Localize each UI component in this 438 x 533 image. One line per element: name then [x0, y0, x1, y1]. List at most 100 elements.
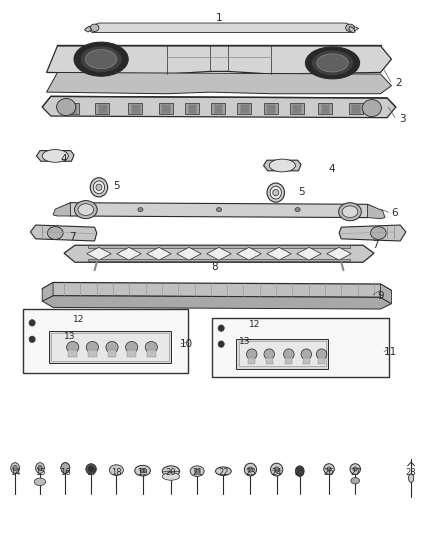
Bar — [88, 351, 97, 357]
Polygon shape — [46, 72, 392, 94]
Ellipse shape — [274, 467, 279, 472]
Ellipse shape — [371, 227, 386, 239]
Ellipse shape — [63, 465, 67, 471]
Text: 11: 11 — [384, 346, 397, 357]
Text: 1: 1 — [215, 13, 223, 23]
Text: 7: 7 — [69, 232, 76, 243]
Text: 9: 9 — [377, 290, 384, 301]
Ellipse shape — [301, 349, 311, 360]
Text: 27: 27 — [350, 468, 360, 477]
Bar — [240, 104, 249, 113]
Polygon shape — [36, 151, 74, 161]
Bar — [131, 104, 140, 113]
Ellipse shape — [86, 342, 99, 353]
Ellipse shape — [247, 349, 257, 360]
Bar — [98, 104, 107, 113]
Text: 17: 17 — [86, 468, 96, 477]
Bar — [161, 104, 170, 113]
Ellipse shape — [57, 99, 76, 116]
Bar — [349, 103, 363, 115]
Ellipse shape — [248, 467, 253, 472]
Polygon shape — [86, 23, 359, 33]
Polygon shape — [85, 26, 92, 32]
Ellipse shape — [324, 464, 334, 474]
Ellipse shape — [106, 342, 118, 353]
Ellipse shape — [90, 177, 108, 197]
Bar — [68, 351, 77, 357]
Ellipse shape — [346, 24, 354, 31]
Polygon shape — [42, 96, 396, 118]
Bar — [248, 359, 255, 364]
Ellipse shape — [126, 342, 138, 353]
Text: 25: 25 — [294, 468, 305, 477]
Ellipse shape — [327, 467, 331, 471]
Bar — [187, 104, 196, 113]
Text: 24: 24 — [272, 468, 282, 477]
Ellipse shape — [295, 207, 300, 212]
Ellipse shape — [305, 47, 360, 79]
Ellipse shape — [78, 204, 94, 215]
Bar — [51, 334, 169, 361]
Bar — [49, 332, 171, 364]
Polygon shape — [297, 247, 321, 260]
Polygon shape — [30, 225, 97, 241]
Ellipse shape — [93, 181, 105, 193]
Polygon shape — [42, 296, 392, 309]
Polygon shape — [117, 247, 141, 260]
Ellipse shape — [67, 342, 79, 353]
Polygon shape — [339, 225, 406, 241]
Ellipse shape — [362, 100, 381, 117]
Text: 28: 28 — [406, 468, 417, 477]
Bar — [266, 104, 275, 113]
Bar — [88, 245, 350, 248]
Polygon shape — [42, 282, 392, 297]
Ellipse shape — [135, 465, 150, 476]
Polygon shape — [367, 204, 385, 219]
Bar — [212, 318, 389, 376]
Bar — [303, 359, 310, 364]
Polygon shape — [237, 247, 261, 260]
Bar — [237, 103, 251, 115]
Polygon shape — [46, 46, 392, 74]
Text: 18: 18 — [111, 468, 122, 477]
Bar — [292, 104, 301, 113]
Ellipse shape — [74, 200, 97, 219]
Text: 3: 3 — [399, 114, 406, 124]
Ellipse shape — [317, 54, 348, 72]
Bar — [159, 103, 173, 115]
Bar — [318, 103, 332, 115]
Bar — [266, 359, 273, 364]
Polygon shape — [64, 245, 374, 262]
Ellipse shape — [190, 466, 204, 477]
Ellipse shape — [74, 42, 128, 76]
Text: 6: 6 — [392, 208, 398, 219]
Text: 22: 22 — [218, 468, 229, 477]
Bar — [147, 351, 155, 357]
Text: 26: 26 — [324, 468, 334, 477]
Bar — [185, 103, 199, 115]
Bar — [351, 104, 360, 113]
Bar — [88, 259, 350, 261]
Ellipse shape — [38, 465, 42, 471]
Bar — [321, 104, 329, 113]
Ellipse shape — [316, 349, 327, 360]
Text: 8: 8 — [211, 262, 218, 271]
Ellipse shape — [162, 466, 180, 477]
Polygon shape — [177, 247, 201, 260]
Ellipse shape — [88, 466, 94, 472]
Text: 12: 12 — [73, 315, 84, 324]
Text: 5: 5 — [113, 181, 120, 191]
Bar — [239, 342, 326, 367]
Polygon shape — [207, 247, 231, 260]
Bar — [214, 104, 223, 113]
Polygon shape — [147, 247, 171, 260]
Bar — [127, 351, 136, 357]
Ellipse shape — [29, 336, 35, 343]
Bar — [22, 309, 188, 373]
Bar — [290, 103, 304, 115]
Bar — [264, 103, 278, 115]
Polygon shape — [349, 26, 355, 33]
Ellipse shape — [80, 46, 122, 72]
Ellipse shape — [311, 50, 353, 76]
Ellipse shape — [194, 469, 200, 473]
